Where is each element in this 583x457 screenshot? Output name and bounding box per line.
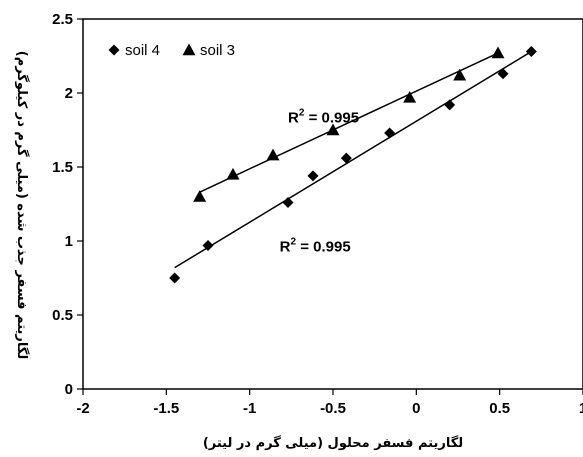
data-point-soil-3 bbox=[491, 46, 505, 59]
x-tick-label: -0.5 bbox=[320, 400, 346, 417]
y-tick-label: 0.5 bbox=[52, 307, 73, 324]
legend-label-soil-4: soil 4 bbox=[125, 42, 160, 59]
x-tick-label: 1 bbox=[579, 400, 583, 417]
y-axis-title: لگاریتم فسفر جذب شده (میلی گرم در کیلوگر… bbox=[14, 51, 30, 360]
data-point-soil-4 bbox=[282, 197, 294, 209]
data-point-soil-3 bbox=[453, 68, 467, 81]
x-tick-label: -1 bbox=[243, 400, 256, 417]
data-point-soil-4 bbox=[384, 127, 396, 139]
y-tick-label: 2 bbox=[65, 85, 73, 102]
x-tick-label: -1.5 bbox=[153, 400, 179, 417]
y-tick-label: 1 bbox=[65, 233, 73, 250]
annotations-layer: R2 = 0.995 R2 = 0.995 bbox=[280, 108, 359, 256]
data-point-soil-3 bbox=[326, 123, 340, 136]
data-point-soil-4 bbox=[497, 68, 509, 80]
data-point-soil-4 bbox=[444, 99, 456, 111]
ticks-layer: -2 -1.5 -1 -0.5 0 0.5 1 0 0.5 1 1.5 2 2.5 bbox=[52, 11, 583, 417]
data-point-soil-4 bbox=[307, 170, 319, 182]
r-squared-label: R2 = 0.995 bbox=[288, 108, 359, 127]
y-tick-label: 2.5 bbox=[52, 11, 73, 28]
legend-label-soil-3: soil 3 bbox=[200, 42, 235, 59]
data-point-soil-4 bbox=[202, 239, 214, 251]
x-tick-label: 0 bbox=[412, 400, 420, 417]
r-squared-label: R2 = 0.995 bbox=[280, 236, 351, 255]
points-layer bbox=[169, 46, 537, 284]
x-axis-title: لگاریتم فسفر محلول (میلی گرم در لیتر) bbox=[203, 435, 463, 451]
data-point-soil-3 bbox=[193, 190, 207, 202]
data-point-soil-4 bbox=[169, 272, 181, 284]
x-tick-label: 0.5 bbox=[489, 400, 510, 417]
data-point-soil-4 bbox=[340, 152, 352, 164]
legend-marker-soil-3 bbox=[182, 43, 196, 56]
data-point-soil-4 bbox=[525, 46, 537, 58]
y-tick-label: 1.5 bbox=[52, 159, 73, 176]
data-point-soil-3 bbox=[226, 167, 240, 180]
trendline-soil-4 bbox=[174, 50, 532, 269]
plot-area bbox=[82, 18, 583, 390]
data-point-soil-3 bbox=[403, 90, 417, 103]
legend-marker-soil-4 bbox=[108, 44, 120, 56]
data-point-soil-3 bbox=[266, 148, 280, 161]
y-tick-label: 0 bbox=[65, 381, 73, 398]
trendline-soil-3 bbox=[199, 52, 499, 193]
x-tick-label: -2 bbox=[76, 400, 89, 417]
trendlines-layer bbox=[174, 50, 532, 269]
legend: soil 4 soil 3 bbox=[108, 42, 235, 59]
